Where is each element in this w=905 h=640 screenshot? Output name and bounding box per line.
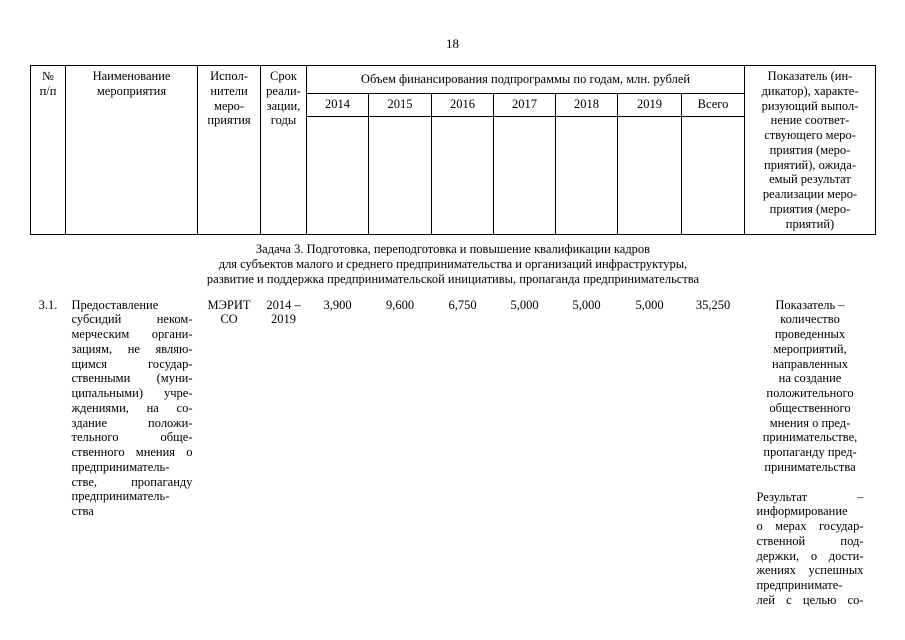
col-header-year-2018: 2018: [555, 92, 618, 117]
financing-table: № п/п Наименование мероприятия Испол- ни…: [30, 64, 876, 610]
page-number: 18: [446, 36, 459, 51]
row-number: 3.1.: [38, 297, 58, 312]
col-header-year-2019: 2019: [617, 92, 682, 117]
value-2018: 5,000: [572, 297, 601, 312]
section-title: Задача 3. Подготовка, переподготовка и п…: [206, 242, 700, 286]
indicator-text: Показатель – количество проведенных меро…: [762, 297, 858, 474]
empty-cell: [555, 115, 618, 236]
col-header-num: № п/п: [30, 64, 66, 236]
empty-cell: [681, 115, 745, 236]
result-text: Результат – информирование о мерах госуд…: [756, 489, 864, 607]
value-2015: 9,600: [385, 297, 415, 312]
empty-cell: [617, 115, 682, 236]
col-header-year-2014: 2014: [306, 92, 369, 117]
col-header-period: Срок реали- зации, годы: [260, 64, 307, 236]
executor: МЭРИТ СО: [207, 297, 251, 327]
activity-name: Предоставление субсидий неком- мерческим…: [71, 297, 193, 519]
empty-cell: [368, 115, 432, 236]
col-header-year-2017: 2017: [493, 92, 556, 117]
col-header-financing: Объем финансирования подпрограммы по год…: [306, 65, 745, 94]
value-2017: 5,000: [510, 297, 539, 312]
value-2014: 3,900: [323, 297, 352, 312]
col-header-indicator: Показатель (ин- дикатор), характе- ризую…: [744, 64, 876, 236]
col-header-year-2015: 2015: [368, 92, 432, 117]
table-row: 3.1. Предоставление субсидий неком- мерч…: [31, 296, 876, 610]
indicator-cell: Показатель – количество проведенных меро…: [745, 296, 876, 610]
col-header-total: Всего: [681, 92, 745, 117]
value-2019: 5,000: [635, 297, 664, 312]
empty-cell: [493, 115, 556, 236]
value-total: 35,250: [695, 297, 731, 312]
value-2016: 6,750: [448, 297, 477, 312]
implementation-period: 2014 – 2019: [266, 297, 301, 327]
empty-cell: [431, 115, 494, 236]
col-header-name: Наименование мероприятия: [65, 64, 198, 236]
col-header-year-2016: 2016: [431, 92, 494, 117]
col-header-executors: Испол- нители меро- приятия: [197, 64, 261, 236]
empty-cell: [306, 115, 369, 236]
